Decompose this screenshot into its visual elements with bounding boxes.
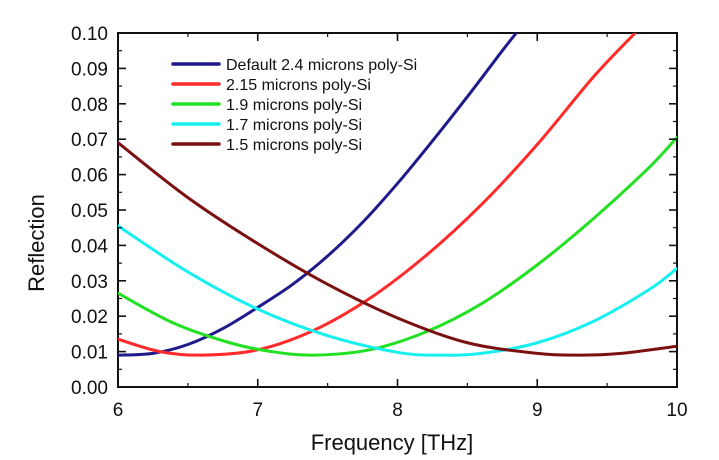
series-line-2 [118, 33, 637, 357]
legend-label-3: 1.9 microns poly-Si [226, 97, 362, 114]
y-tick-label: 0.03 [71, 272, 108, 293]
legend-label-1: Default 2.4 microns poly-Si [226, 57, 417, 74]
series-line-4 [118, 224, 677, 357]
y-tick-label: 0.07 [71, 130, 108, 151]
series-layer [118, 33, 677, 357]
legend: Default 2.4 microns poly-Si 2.15 microns … [171, 57, 417, 154]
y-axis-title: Reflection [24, 194, 49, 292]
x-tick-label: 6 [113, 400, 124, 421]
x-tick-label: 7 [252, 400, 263, 421]
y-tick-label: 0.10 [71, 24, 108, 45]
y-tick-label: 0.04 [71, 236, 108, 257]
y-tick-label: 0.01 [71, 343, 108, 364]
legend-label-4: 1.7 microns poly-Si [226, 117, 362, 134]
y-tick-label: 0.09 [71, 59, 108, 80]
series-line-1 [118, 33, 518, 357]
y-tick-label: 0.06 [71, 166, 108, 187]
x-tick-label: 8 [392, 400, 403, 421]
x-tick-label: 9 [532, 400, 543, 421]
tick-layer: 6 7 8 9 10 0.00 0.01 0.02 0.03 0.04 0.05 0.06 0.07 0.… [71, 24, 688, 421]
x-axis-title: Frequency [THz] [311, 430, 474, 455]
series-line-5 [118, 141, 677, 357]
y-tick-label: 0.02 [71, 307, 108, 328]
y-tick-label: 0.00 [71, 378, 108, 399]
legend-label-5: 1.5 microns poly-Si [226, 137, 362, 154]
legend-label-2: 2.15 microns poly-Si [226, 77, 371, 94]
x-tick-label: 10 [666, 400, 687, 421]
series-line-3 [118, 135, 677, 357]
y-tick-label: 0.05 [71, 201, 108, 222]
y-tick-label: 0.08 [71, 95, 108, 116]
